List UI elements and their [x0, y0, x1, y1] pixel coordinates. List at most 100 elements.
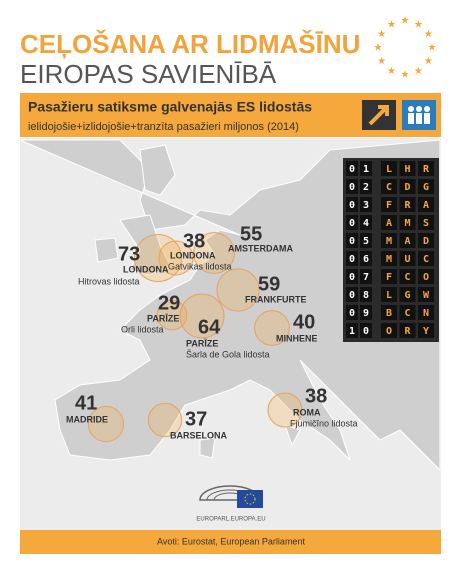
star: ★ — [414, 19, 423, 30]
board-cell — [346, 287, 358, 302]
board-char: A — [386, 218, 392, 229]
board-cell — [381, 179, 397, 194]
value: 41 — [75, 392, 97, 414]
airport: Gatvikas lidosta — [168, 261, 232, 271]
bubble — [147, 402, 183, 438]
star: ★ — [377, 56, 386, 67]
board-char: O — [423, 272, 429, 283]
board-cell — [346, 305, 358, 320]
city: MINHENE — [276, 333, 318, 343]
board-cell — [418, 287, 434, 302]
bubble — [254, 310, 290, 346]
city: FRANKFURTE — [245, 294, 307, 304]
banner-title: Pasažieru satiksme galvenajās ES lidostā… — [28, 99, 312, 115]
board-cell — [381, 161, 397, 176]
board-cell — [418, 161, 434, 176]
arrow-shape — [368, 105, 389, 126]
star: ★ — [401, 16, 410, 27]
board-char: 5 — [363, 236, 369, 247]
board-char: 1 — [363, 164, 369, 175]
board-char: R — [404, 200, 411, 211]
board-cell — [346, 323, 358, 338]
board-cell — [360, 233, 372, 248]
board-char: 0 — [349, 272, 355, 283]
board-cell — [360, 197, 372, 212]
board-char: 0 — [349, 236, 355, 247]
board-cell — [399, 215, 416, 230]
bubbles — [87, 232, 303, 443]
board-cell — [399, 161, 416, 176]
board-cell — [381, 233, 397, 248]
bubble — [179, 293, 225, 339]
value: 38 — [305, 385, 327, 407]
bubble — [156, 299, 188, 331]
board-cell — [399, 269, 416, 284]
board-cell — [346, 215, 358, 230]
board-char: C — [404, 272, 410, 283]
board-char: A — [423, 200, 429, 211]
value: 64 — [198, 316, 221, 338]
board-char: H — [404, 164, 410, 175]
board-char: G — [404, 290, 410, 301]
bubble — [134, 234, 182, 282]
board-cell — [381, 251, 397, 266]
board-cell — [346, 251, 358, 266]
value: 73 — [118, 243, 140, 265]
board-cell — [399, 323, 416, 338]
board-char: 0 — [349, 290, 355, 301]
value: 29 — [158, 292, 180, 314]
city: ROMA — [293, 407, 321, 417]
airport: Šarla de Gola lidosta — [186, 349, 270, 359]
bubble — [267, 392, 303, 428]
board-char: 3 — [363, 200, 369, 211]
value: 55 — [240, 223, 262, 245]
board-char: Y — [423, 326, 429, 337]
board-char: R — [404, 326, 411, 337]
board-cell — [399, 305, 416, 320]
board-char: S — [423, 218, 429, 229]
board-cell — [381, 197, 397, 212]
board-char: F — [386, 272, 392, 283]
board-char: F — [386, 200, 392, 211]
board-cell — [381, 215, 397, 230]
source: Avoti: Eurostat, European Parliament — [157, 536, 305, 546]
board-cell — [399, 233, 416, 248]
board-cell — [360, 269, 372, 284]
city: BARSELONA — [170, 430, 228, 440]
board-char: 0 — [363, 326, 369, 337]
value: 38 — [183, 230, 205, 252]
bubble — [216, 268, 260, 312]
board-char: D — [404, 182, 410, 193]
board-char: G — [423, 182, 429, 193]
board-cell — [346, 197, 358, 212]
board-char: D — [423, 236, 429, 247]
board-cell — [399, 179, 416, 194]
board-char: A — [404, 236, 410, 247]
airport: Hitrovas lidosta — [78, 276, 140, 286]
board-char: B — [386, 308, 392, 319]
board-cell — [418, 197, 434, 212]
title: CEĻOŠANA AR LIDMAŠĪNU — [20, 29, 360, 59]
board-char: 0 — [349, 182, 355, 193]
board-cell — [346, 161, 358, 176]
map-land — [19, 139, 441, 472]
board-cell — [381, 269, 397, 284]
value: 37 — [185, 408, 207, 430]
board-cell — [381, 287, 397, 302]
airport: Fjumičīno lidosta — [290, 418, 358, 428]
footer-bar — [20, 530, 441, 554]
board-cell — [346, 269, 358, 284]
board-char: M — [386, 236, 392, 247]
board-char: 9 — [363, 308, 369, 319]
board-cell — [418, 269, 434, 284]
star: ★ — [424, 29, 433, 40]
board-char: 1 — [349, 326, 355, 337]
subtitle: EIROPAS SAVIENĪBĀ — [20, 59, 277, 89]
board-cell — [399, 287, 416, 302]
board-cell — [346, 179, 358, 194]
star: ★ — [424, 56, 433, 67]
city: LONDONA — [123, 264, 169, 274]
board-char: 6 — [363, 254, 369, 265]
board-cell — [418, 179, 434, 194]
